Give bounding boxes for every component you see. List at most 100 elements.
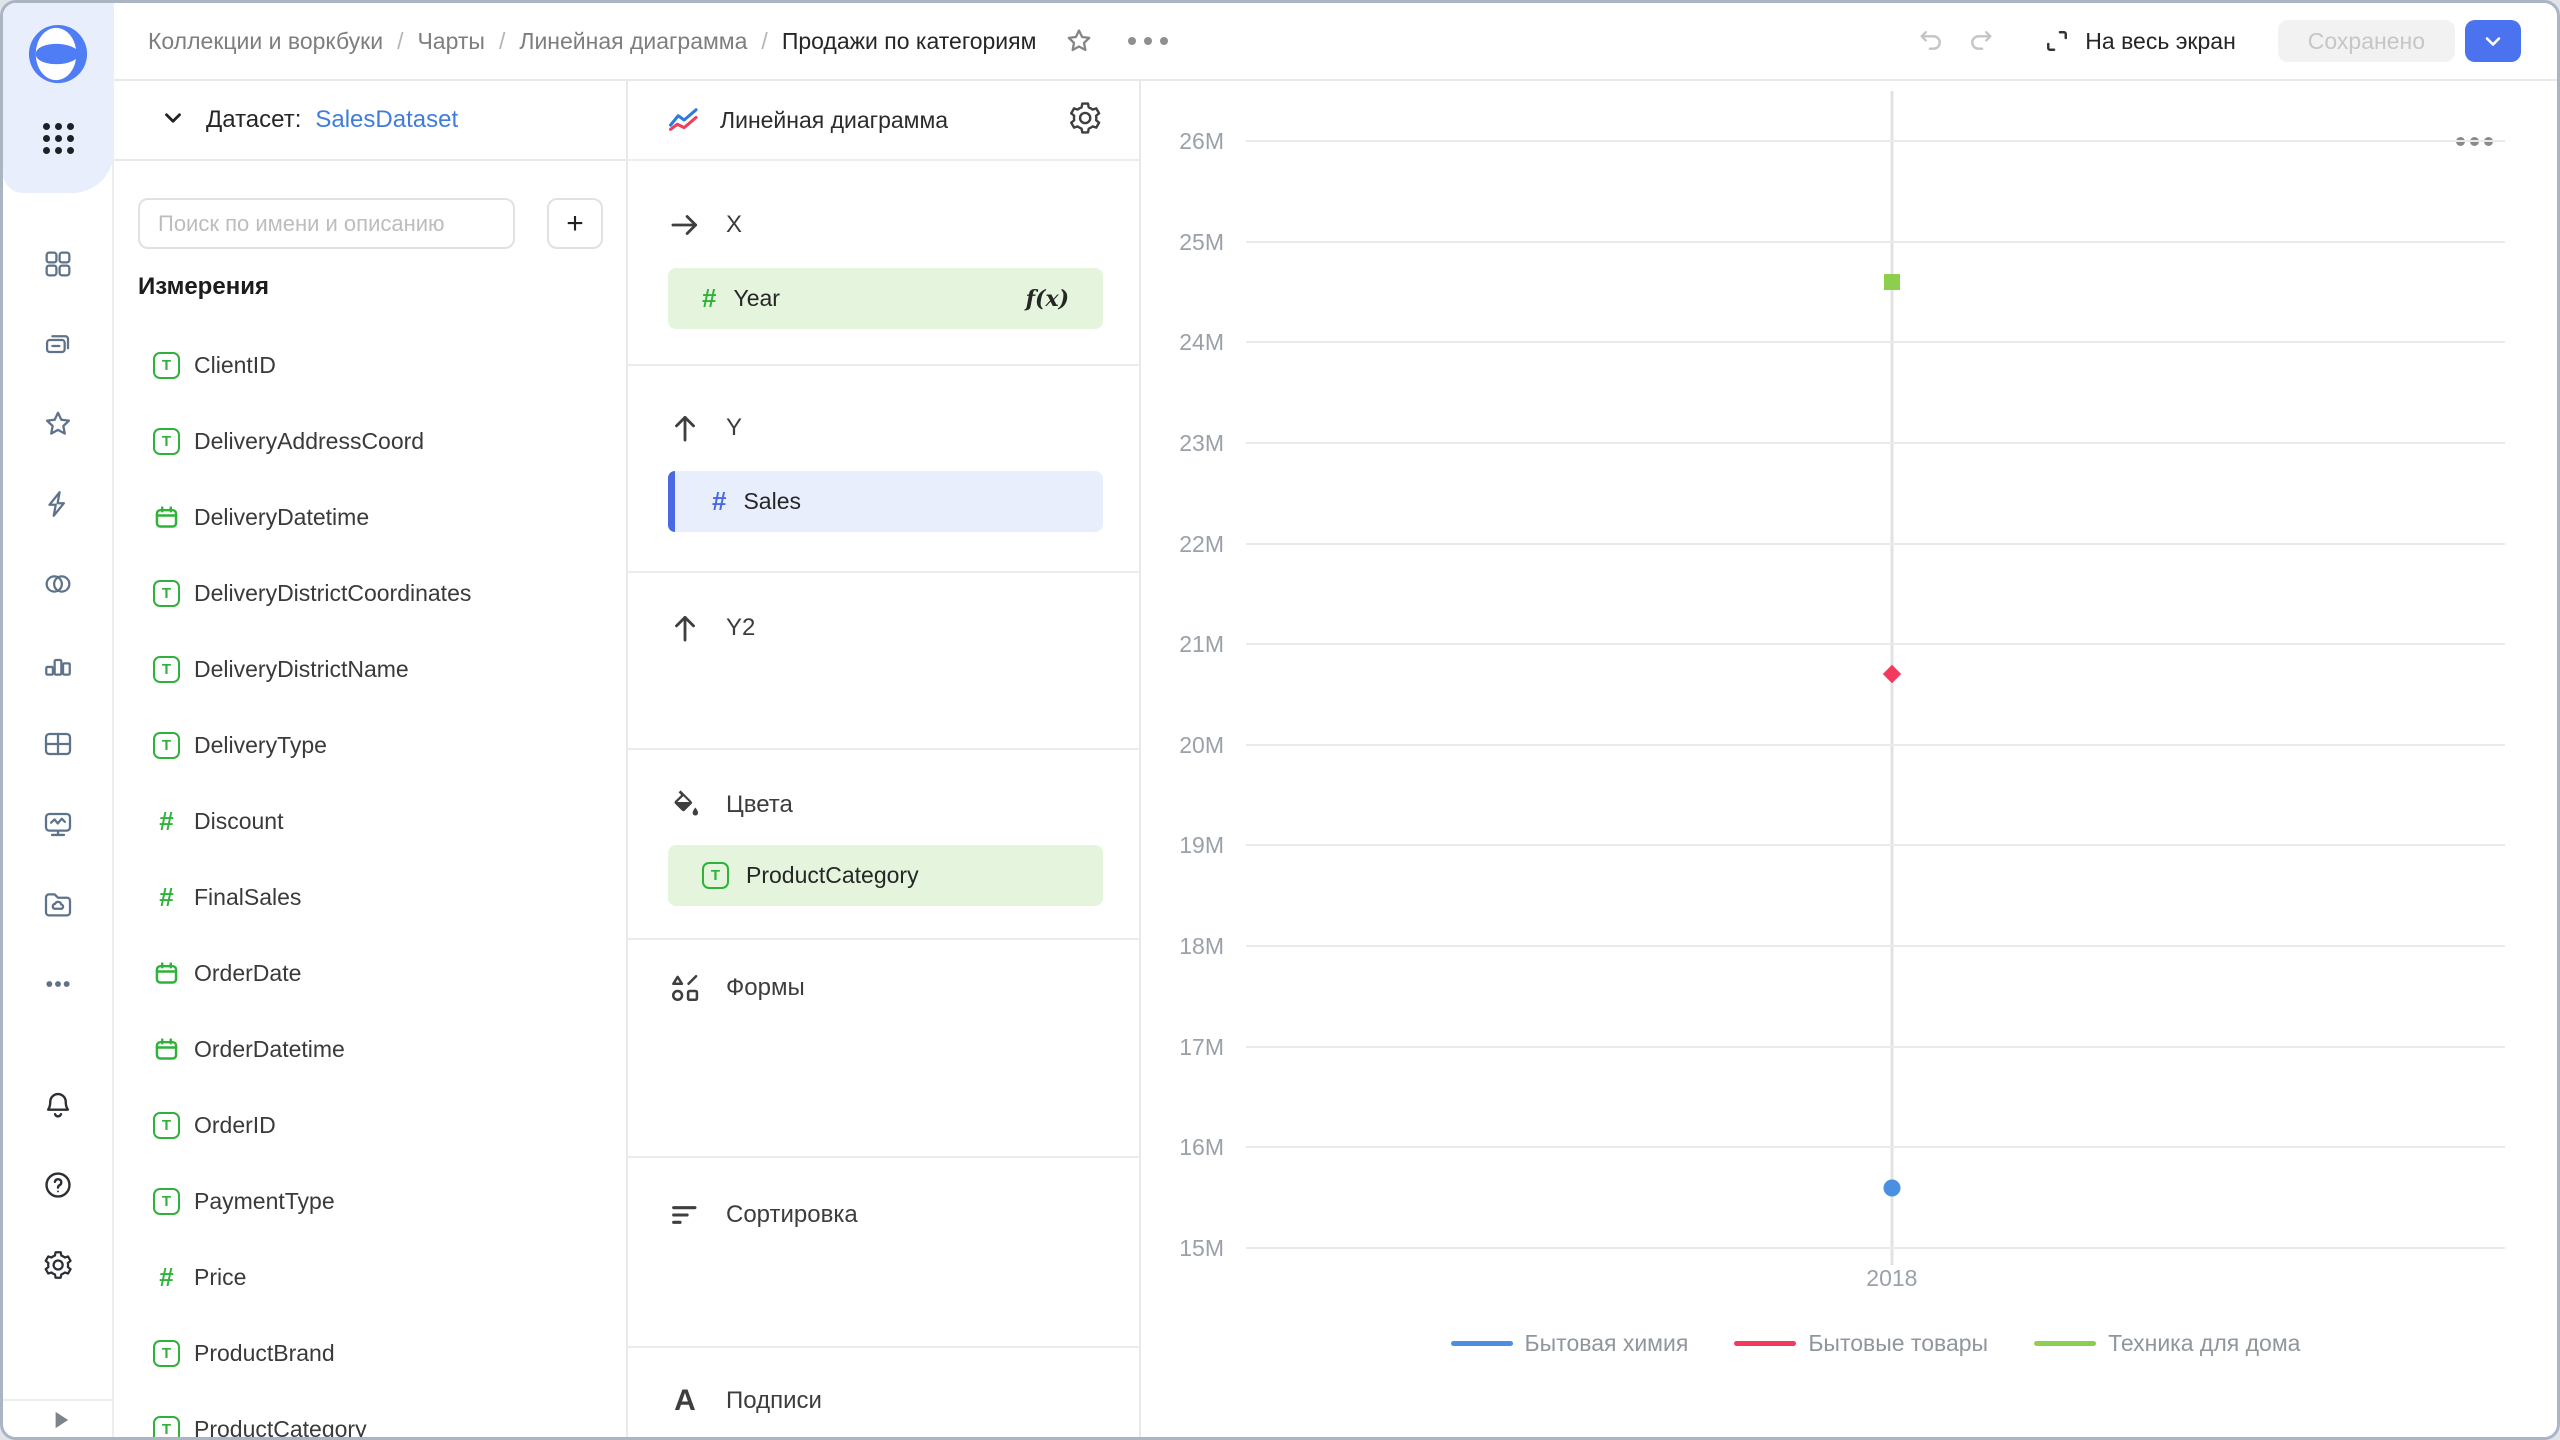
legend-label: Бытовая химия [1524,1330,1689,1356]
apps-menu-icon[interactable] [43,123,74,154]
gridline [1246,441,2505,444]
data-point-square[interactable] [1883,273,1900,290]
gridline [1246,844,2505,847]
dataset-field[interactable]: # FinalSales [114,859,626,935]
dataset-name-link[interactable]: SalesDataset [315,106,459,133]
gridline [1246,1045,2505,1048]
dataset-field[interactable]: T DeliveryType [114,707,626,783]
text-field-icon: T [153,427,180,455]
undo-icon[interactable] [1917,27,1945,55]
y-axis-tick-label: 21M [1179,631,1224,658]
fullscreen-icon[interactable] [2043,27,2071,55]
sidebar-expand-icon[interactable] [45,1405,75,1437]
text-field-icon: T [153,1111,180,1139]
sidebar-item-quick-actions-icon[interactable] [42,488,74,520]
y-axis-tick-label: 26M [1179,128,1224,154]
save-button[interactable]: Сохранено [2277,20,2455,62]
arrow-right-icon [668,208,702,242]
field-name: Price [194,1263,247,1290]
shapes-section-label: Формы [726,974,805,1001]
more-actions-icon[interactable] [1128,37,1169,45]
dataset-field[interactable]: T DeliveryDistrictName [114,631,626,707]
breadcrumb-charts[interactable]: Чарты [417,27,485,54]
breadcrumb-line-chart[interactable]: Линейная диаграмма [519,27,748,54]
dataset-field[interactable]: DeliveryDatetime [114,479,626,555]
dataset-field[interactable]: T DeliveryAddressCoord [114,403,626,479]
colors-section-label: Цвета [726,791,793,818]
number-field-icon: # [159,881,174,912]
text-field-icon: T [153,351,180,379]
dataset-field[interactable]: # Discount [114,783,626,859]
field-name: Discount [194,807,284,834]
field-name: ProductBrand [194,1339,335,1366]
data-point-diamond[interactable] [1882,665,1902,684]
x-field-chip[interactable]: # Year f(x) [668,268,1103,329]
chart-settings-gear-icon[interactable] [1067,100,1103,141]
redo-icon[interactable] [1967,27,1995,55]
save-dropdown-button[interactable] [2465,20,2521,62]
dataset-field[interactable]: OrderDatetime [114,1011,626,1087]
legend-swatch [2034,1341,2097,1346]
text-field-icon: T [153,731,180,759]
chart-type-label[interactable]: Линейная диаграмма [720,106,949,133]
y2-axis-label: Y2 [726,614,756,641]
settings-gear-icon[interactable] [42,1249,74,1281]
field-list: T ClientID T DeliveryAddressCoord DeliveryDa… [114,327,626,1437]
gridline [1246,1247,2505,1249]
y-axis-tick-label: 23M [1179,429,1224,456]
app-sidebar [3,3,114,1437]
breadcrumb: Коллекции и воркбуки / Чарты / Линейная … [148,28,1036,55]
datalens-logo[interactable] [27,23,89,90]
sidebar-item-favorites-icon[interactable] [42,408,74,440]
legend-item[interactable]: Бытовая химия [1450,1330,1689,1357]
sidebar-item-charts-icon[interactable] [42,648,74,680]
chevron-down-icon[interactable] [160,105,186,136]
legend-item[interactable]: Бытовые товары [1734,1330,1988,1357]
sidebar-item-more-icon[interactable] [42,968,74,1000]
dimensions-section-title: Измерения [138,273,269,300]
chart-canvas: 2018 Бытовая химия Бытовые товары Техника … [1179,91,2505,1356]
arrow-up-icon [668,411,702,445]
gridline [1246,542,2505,545]
breadcrumb-separator: / [761,27,768,54]
sidebar-item-storage-icon[interactable] [42,888,74,920]
sidebar-item-relations-icon[interactable] [42,568,74,600]
favorite-star-icon[interactable] [1064,26,1094,56]
y-field-chip[interactable]: # Sales [668,471,1103,532]
data-point-circle[interactable] [1883,1179,1901,1197]
y-axis-tick-label: 19M [1179,832,1224,859]
dataset-field[interactable]: OrderDate [114,935,626,1011]
dataset-field[interactable]: T OrderID [114,1087,626,1163]
fullscreen-label[interactable]: На весь экран [2085,27,2236,54]
dataset-field[interactable]: T ClientID [114,327,626,403]
sidebar-item-tables-icon[interactable] [42,728,74,760]
dataset-field[interactable]: T ProductCategory [114,1391,626,1437]
text-field-icon: T [153,579,180,607]
notifications-bell-icon[interactable] [42,1089,74,1121]
dataset-field[interactable]: T PaymentType [114,1163,626,1239]
dataset-field[interactable]: # Price [114,1239,626,1315]
dataset-field[interactable]: T DeliveryDistrictCoordinates [114,555,626,631]
breadcrumb-collections[interactable]: Коллекции и воркбуки [148,27,384,54]
sidebar-item-collections-icon[interactable] [42,328,74,360]
sidebar-item-dashboards-icon[interactable] [42,248,74,280]
number-field-icon: # [702,283,717,313]
gridline [1246,1146,2505,1149]
chevron-down-icon [2485,37,2501,46]
number-field-icon: # [159,1261,174,1292]
help-icon[interactable] [42,1169,74,1201]
field-name: DeliveryDistrictName [194,655,409,682]
field-name: DeliveryType [194,731,327,758]
formula-badge[interactable]: f(x) [1025,285,1069,312]
legend-label: Техника для дома [2108,1330,2301,1356]
field-name: OrderID [194,1111,276,1138]
sidebar-item-monitoring-icon[interactable] [42,808,74,840]
date-field-icon [155,505,178,528]
field-search-input[interactable] [138,198,515,249]
legend-item[interactable]: Техника для дома [2034,1330,2300,1357]
dataset-field[interactable]: T ProductBrand [114,1315,626,1391]
color-field-chip[interactable]: T ProductCategory [668,845,1103,906]
labels-icon: A [674,1384,696,1417]
add-field-button[interactable]: + [547,198,603,249]
